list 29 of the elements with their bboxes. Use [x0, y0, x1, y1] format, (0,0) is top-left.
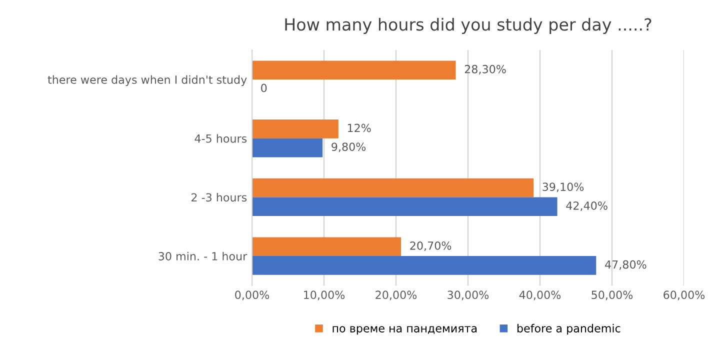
bar: [252, 138, 323, 158]
data-label: 42,40%: [566, 201, 608, 211]
x-tick-label: 0,00%: [235, 290, 270, 300]
data-label: 20,70%: [410, 241, 452, 251]
legend-label: по време на пандемията: [332, 326, 477, 335]
data-label: 12%: [348, 124, 371, 132]
x-tick-label: 40,00%: [519, 290, 561, 300]
y-tick-label: 30 min. - 1 hour: [158, 252, 248, 260]
bar: [252, 237, 402, 256]
x-tick-label: 30,00%: [448, 290, 489, 300]
x-tick-label: 10,00%: [304, 290, 345, 300]
bar: [252, 120, 338, 138]
data-label: 39,10%: [542, 182, 584, 192]
chart-title: How many hours did you study per day .....?: [285, 18, 652, 34]
bar: [252, 197, 558, 216]
data-label: 47,80%: [605, 260, 646, 270]
x-tick-label: 20,00%: [376, 290, 417, 300]
bar: [252, 256, 596, 275]
y-tick-label: 4-5 hours: [194, 134, 247, 143]
y-tick-label: 2 -3 hours: [192, 192, 247, 202]
data-label: 28,30%: [464, 64, 506, 74]
data-label: 0: [261, 84, 267, 92]
x-tick-label: 60,00%: [664, 290, 705, 300]
bar: [252, 178, 534, 198]
x-tick-label: 50,00%: [592, 290, 633, 300]
legend-label: before a pandemic: [517, 324, 620, 335]
bar: [252, 60, 456, 80]
y-tick-label: there were days when I didn't study: [48, 75, 247, 86]
data-label: 9,80%: [332, 142, 366, 152]
